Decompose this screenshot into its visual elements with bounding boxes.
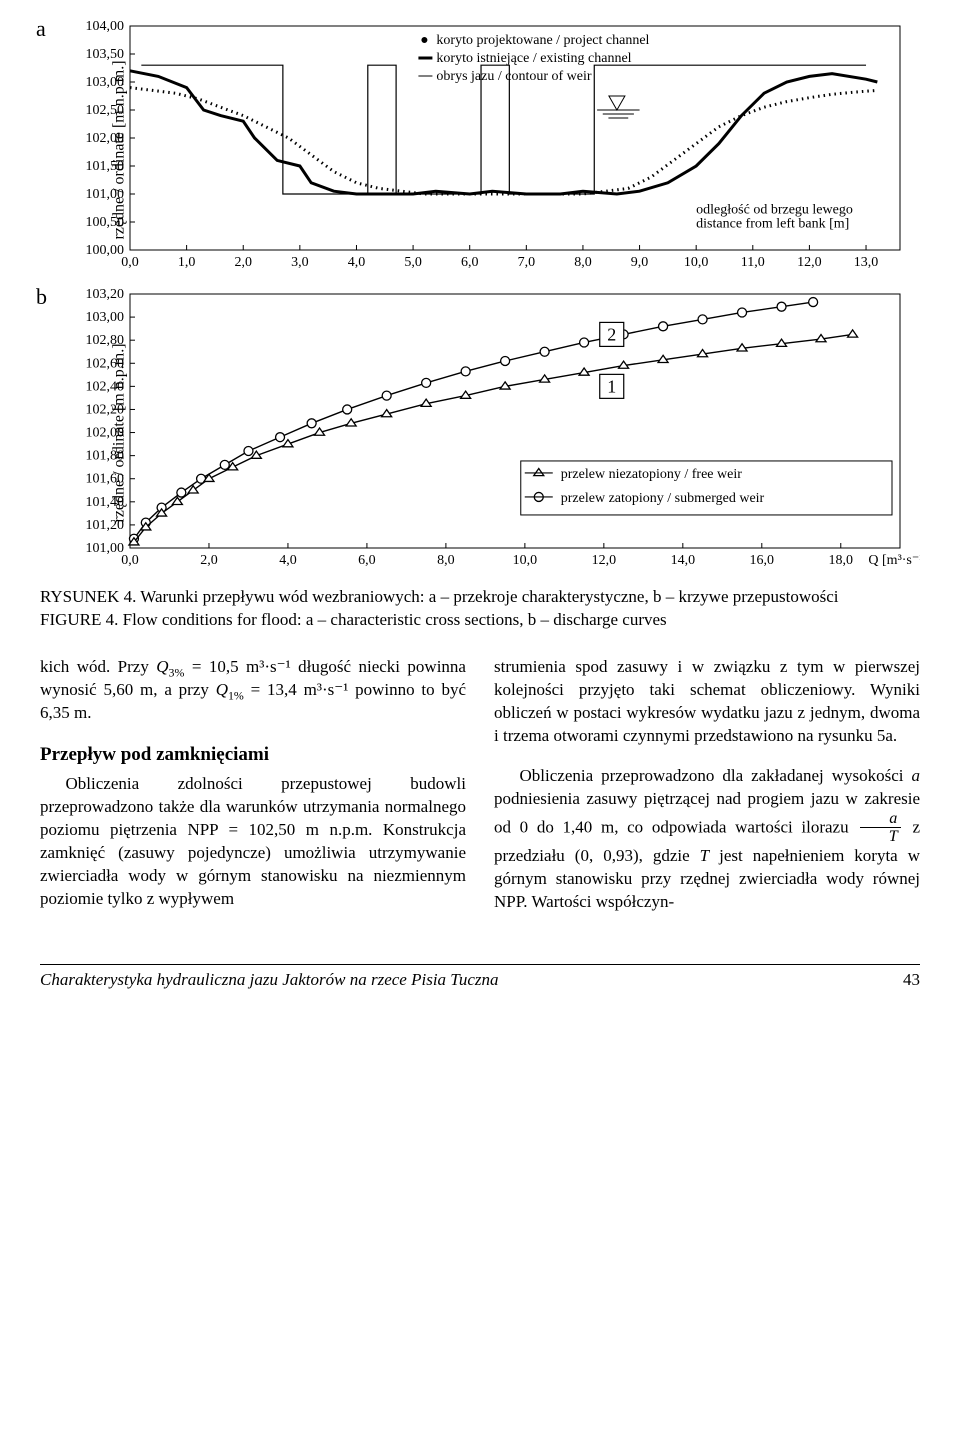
svg-text:przelew niezatopiony / free we: przelew niezatopiony / free weir xyxy=(561,467,742,482)
col-right: strumienia spod zasuwy i w związku z tym… xyxy=(494,656,920,914)
svg-text:4,0: 4,0 xyxy=(348,255,366,270)
body-columns: kich wód. Przy Q3% = 10,5 m³·s⁻¹ długość… xyxy=(40,656,920,914)
svg-text:0,0: 0,0 xyxy=(121,553,139,568)
svg-text:distance from left bank [m]: distance from left bank [m] xyxy=(696,217,849,232)
svg-text:5,0: 5,0 xyxy=(404,255,422,270)
svg-text:14,0: 14,0 xyxy=(671,553,696,568)
caption-en: FIGURE 4. Flow conditions for flood: a –… xyxy=(40,610,667,629)
svg-text:103,00: 103,00 xyxy=(86,310,125,325)
svg-text:16,0: 16,0 xyxy=(750,553,775,568)
svg-text:13,0: 13,0 xyxy=(854,255,879,270)
svg-text:6,0: 6,0 xyxy=(461,255,479,270)
chart-b: b rzędne / ordinate [m n.p.m.] 101,00101… xyxy=(40,288,920,578)
svg-text:12,0: 12,0 xyxy=(797,255,822,270)
svg-text:2: 2 xyxy=(607,324,616,344)
svg-text:3,0: 3,0 xyxy=(291,255,309,270)
caption-pl: RYSUNEK 4. Warunki przepływu wód wezbran… xyxy=(40,587,839,606)
page-footer: Charakterystyka hydrauliczna jazu Jaktor… xyxy=(40,964,920,992)
svg-text:12,0: 12,0 xyxy=(592,553,617,568)
chart-b-ylabel: rzędne / ordinate [m n.p.m.] xyxy=(109,343,131,522)
svg-text:1,0: 1,0 xyxy=(178,255,196,270)
footer-page: 43 xyxy=(903,969,920,992)
svg-text:6,0: 6,0 xyxy=(358,553,376,568)
svg-text:0,0: 0,0 xyxy=(121,255,139,270)
svg-text:2,0: 2,0 xyxy=(234,255,252,270)
panel-a-label: a xyxy=(36,14,46,44)
svg-text:11,0: 11,0 xyxy=(741,255,765,270)
svg-text:8,0: 8,0 xyxy=(437,553,455,568)
svg-text:100,00: 100,00 xyxy=(86,243,125,258)
svg-text:104,00: 104,00 xyxy=(86,20,125,34)
svg-text:1: 1 xyxy=(607,376,616,396)
svg-text:10,0: 10,0 xyxy=(684,255,709,270)
chart-b-svg: 101,00101,20101,40101,60101,80102,00102,… xyxy=(60,288,920,578)
svg-text:2,0: 2,0 xyxy=(200,553,218,568)
svg-text:10,0: 10,0 xyxy=(513,553,538,568)
chart-a-ylabel: rzędne / ordinate [m n.p.m.] xyxy=(109,60,131,239)
panel-b-label: b xyxy=(36,282,47,312)
svg-text:18,0: 18,0 xyxy=(829,553,854,568)
svg-text:9,0: 9,0 xyxy=(631,255,649,270)
svg-text:obrys jazu / contour of weir: obrys jazu / contour of weir xyxy=(436,69,591,84)
footer-title: Charakterystyka hydrauliczna jazu Jaktor… xyxy=(40,969,498,992)
svg-text:koryto istniejące / existing c: koryto istniejące / existing channel xyxy=(436,51,631,66)
svg-text:101,00: 101,00 xyxy=(86,541,125,556)
svg-text:4,0: 4,0 xyxy=(279,553,297,568)
figure-caption: RYSUNEK 4. Warunki przepływu wód wezbran… xyxy=(40,586,920,632)
svg-text:Q [m³·s⁻¹]: Q [m³·s⁻¹] xyxy=(868,553,920,568)
svg-text:odległość od brzegu lewego: odległość od brzegu lewego xyxy=(696,203,853,218)
svg-text:103,20: 103,20 xyxy=(86,288,125,302)
chart-a-svg: 100,00100,50101,00101,50102,00102,50103,… xyxy=(60,20,920,280)
chart-a: a rzędne / ordinate [m n.p.m.] 100,00100… xyxy=(40,20,920,280)
svg-text:8,0: 8,0 xyxy=(574,255,592,270)
fraction: aT xyxy=(860,811,900,846)
svg-text:przelew zatopiony / submerged: przelew zatopiony / submerged weir xyxy=(561,491,765,506)
section-heading: Przepływ pod zamknięciami xyxy=(40,742,466,768)
svg-text:7,0: 7,0 xyxy=(518,255,536,270)
svg-text:koryto projektowane / project: koryto projektowane / project channel xyxy=(436,33,649,48)
col-left: kich wód. Przy Q3% = 10,5 m³·s⁻¹ długość… xyxy=(40,656,466,914)
